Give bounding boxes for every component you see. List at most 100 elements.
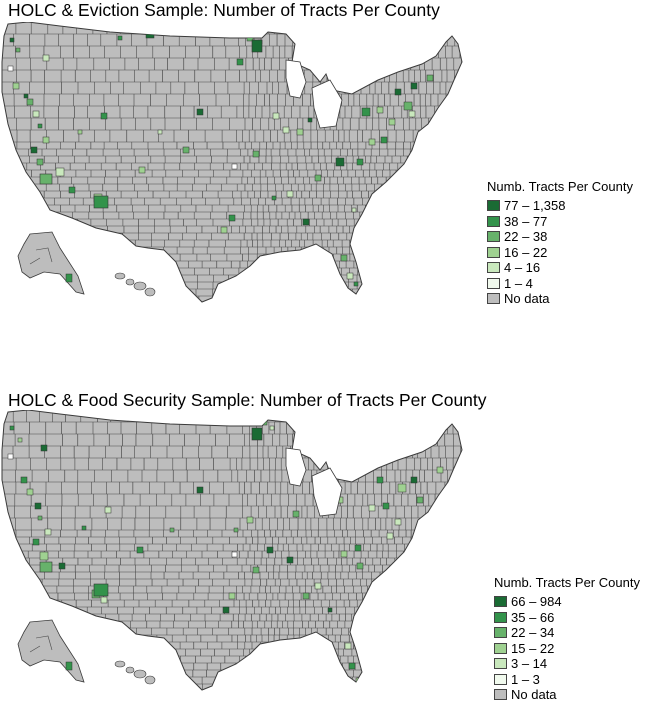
- county-cell: [37, 123, 43, 129]
- county-cell: [426, 74, 434, 82]
- county-cell: [368, 504, 376, 512]
- legend-swatch: [494, 673, 507, 685]
- alaska-boroughs: [29, 247, 53, 265]
- hawaii: [114, 272, 156, 297]
- county-cell: [196, 108, 204, 116]
- county-cell: [32, 538, 40, 546]
- county-cell: [39, 551, 49, 561]
- alaska: [17, 619, 85, 683]
- county-cell: [302, 218, 310, 226]
- eviction-map-panel: HOLC & Eviction Sample: Number of Tracts…: [0, 0, 650, 330]
- lake-superior: [285, 447, 307, 487]
- county-cell: [394, 88, 402, 96]
- county-cell: [26, 98, 34, 106]
- county-cell: [37, 515, 43, 521]
- county-cell: [382, 502, 390, 510]
- county-cell: [68, 186, 76, 194]
- legend-item: No data: [487, 291, 633, 307]
- county-cell: [9, 425, 15, 431]
- legend-label: 4 – 16: [504, 260, 541, 276]
- county-cell: [356, 562, 364, 570]
- county-cell: [286, 556, 294, 564]
- county-cell: [436, 466, 444, 474]
- county-cell: [292, 510, 300, 518]
- county-cell: [351, 207, 357, 213]
- county-cell: [228, 592, 236, 600]
- legend-swatch: [487, 215, 500, 227]
- county-cell: [388, 118, 396, 126]
- legend-swatch: [494, 611, 507, 623]
- hawaii-island: [114, 272, 126, 280]
- legend-item: 35 – 66: [494, 610, 640, 626]
- county-cell: [157, 129, 163, 135]
- county-cell: [117, 35, 123, 41]
- county-cell: [228, 214, 236, 222]
- county-cell: [17, 437, 23, 443]
- county-cell: [42, 54, 50, 62]
- legend-item: 1 – 4: [487, 276, 633, 292]
- map-title: HOLC & Food Security Sample: Number of T…: [8, 390, 487, 410]
- county-cell: [81, 525, 87, 531]
- county-cell: [340, 550, 348, 558]
- county-cell: [182, 146, 190, 154]
- legend-swatch: [487, 277, 500, 289]
- legend-item: 38 – 77: [487, 214, 633, 230]
- county-cell: [104, 506, 112, 514]
- county-cell: [39, 561, 53, 573]
- county-cell: [93, 195, 109, 209]
- county-cell: [236, 58, 244, 66]
- county-cell: [23, 93, 29, 99]
- legend-label: 38 – 77: [504, 213, 548, 229]
- county-cell: [344, 642, 352, 650]
- county-cell: [269, 425, 275, 431]
- county-cell: [296, 128, 304, 136]
- legend-item: 22 – 38: [487, 229, 633, 245]
- county-cell: [7, 453, 14, 460]
- county-cell: [77, 129, 83, 135]
- county-cell: [65, 273, 73, 283]
- county-cell: [410, 476, 418, 484]
- county-cell: [40, 444, 48, 452]
- legend-item: 3 – 14: [494, 656, 640, 672]
- legend-label: No data: [504, 291, 550, 307]
- county-cell: [403, 101, 413, 111]
- alaska-boroughs: [29, 635, 53, 653]
- county-cell: [354, 544, 362, 552]
- county-cell: [251, 39, 263, 53]
- county-cell: [353, 281, 359, 287]
- legend-label: 22 – 38: [504, 229, 548, 245]
- county-cell: [26, 488, 34, 496]
- county-cell: [251, 427, 263, 441]
- county-cell: [307, 117, 313, 123]
- county-cell: [361, 107, 371, 117]
- county-cell: [136, 546, 144, 554]
- county-cell: [93, 583, 109, 597]
- legend-swatch: [487, 262, 500, 274]
- county-cell: [252, 566, 260, 574]
- county-cell: [356, 158, 364, 166]
- hawaii: [114, 660, 156, 685]
- legend-label: 35 – 66: [511, 609, 555, 625]
- county-cell: [394, 518, 402, 526]
- legend-label: 1 – 3: [511, 671, 540, 687]
- county-cell: [36, 158, 44, 166]
- county-cell: [42, 136, 50, 144]
- county-cell: [231, 163, 238, 170]
- county-choropleth-map: [1, 22, 463, 303]
- map-legend: Numb. Tracts Per County 77 – 1,358 38 – 7…: [487, 179, 633, 307]
- legend-item: No data: [494, 687, 640, 703]
- county-cell: [220, 226, 228, 234]
- legend-item: 15 – 22: [494, 641, 640, 657]
- county-cell: [368, 138, 376, 146]
- county-cell: [12, 82, 20, 90]
- lake-michigan: [311, 467, 343, 517]
- county-cell: [58, 562, 66, 570]
- county-cell: [231, 551, 238, 558]
- county-cell: [408, 110, 416, 118]
- county-cell: [30, 146, 38, 154]
- legend-swatch: [494, 627, 507, 639]
- county-cell: [335, 157, 345, 167]
- legend-label: 22 – 34: [511, 625, 555, 641]
- map-legend: Numb. Tracts Per County 66 – 984 35 – 66 2…: [494, 575, 640, 703]
- county-cell: [169, 527, 175, 533]
